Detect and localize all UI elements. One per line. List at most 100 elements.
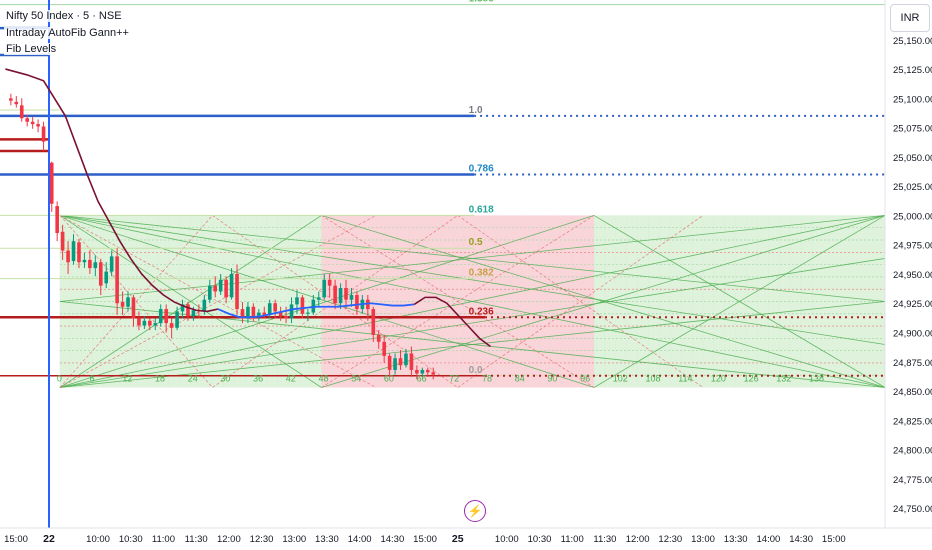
fib-levels-title[interactable]: Fib Levels <box>4 43 59 55</box>
candle <box>202 299 207 312</box>
time-tick-label: 11:00 <box>152 534 175 545</box>
candle <box>55 206 59 233</box>
time-tick-label: 13:30 <box>724 534 748 545</box>
prior-candle <box>36 124 40 127</box>
gann-fan-line <box>59 215 595 388</box>
candle <box>131 297 136 319</box>
candle <box>186 304 190 317</box>
candle <box>382 341 386 356</box>
gann-fan-line <box>59 215 886 345</box>
price-tick-label: 24,850.00 <box>893 387 932 398</box>
time-axis[interactable]: 15:00 22 10:00 10:30 11:00 11:30 12:00 12:30 13:… <box>0 527 932 545</box>
price-tick-label: 25,150.00 <box>893 36 932 47</box>
gann-fan-line <box>59 258 886 388</box>
candle <box>327 279 332 286</box>
candle <box>169 323 174 328</box>
candle <box>376 334 381 342</box>
candle <box>267 303 272 315</box>
gann-fan-dashed-line <box>321 215 595 388</box>
candle <box>218 279 223 292</box>
candle <box>371 309 376 335</box>
gann-count-labels-layer: 0 6 12 18 24 30 36 42 48 54 60 66 72 78 84 90 96 102 108 11… <box>57 374 824 384</box>
price-tick-label: 25,075.00 <box>893 124 932 135</box>
gann-fan-line <box>59 215 886 302</box>
moving-average-blue-segment <box>217 302 415 319</box>
lightning-icon[interactable]: ⚡ <box>464 500 486 522</box>
gann-fan-line <box>593 215 886 388</box>
currency-button[interactable]: INR <box>890 4 930 32</box>
price-tick-label: 25,100.00 <box>893 94 932 105</box>
candle <box>224 279 228 298</box>
fib-level-label: 0.382 <box>469 268 494 279</box>
gann-count-label: 24 <box>188 374 198 384</box>
candle <box>137 318 141 326</box>
candle <box>300 297 305 314</box>
time-tick-label: 14:00 <box>757 534 781 545</box>
candle <box>251 306 256 317</box>
candle <box>98 262 103 286</box>
time-tick-label: 11:00 <box>561 534 584 545</box>
price-axis[interactable]: 25,150.00 25,125.00 25,100.00 25,075.00 25,0… <box>884 0 932 528</box>
moving-average-line <box>5 68 219 313</box>
symbol-title[interactable]: Nifty 50 Index · 5 · NSE <box>4 10 124 22</box>
candle <box>180 304 185 312</box>
gann-count-label: 78 <box>482 374 492 384</box>
candle <box>415 369 419 374</box>
price-tick-label: 25,025.00 <box>893 182 932 193</box>
time-tick-label: 10:00 <box>86 534 110 545</box>
candle <box>262 312 267 315</box>
candle <box>71 241 76 262</box>
time-tick-label: 14:00 <box>348 534 372 545</box>
time-tick-label: 22 <box>43 533 55 545</box>
gann-count-label: 48 <box>319 374 329 384</box>
candle <box>295 297 299 305</box>
fib-level-label: 0.5 <box>469 237 483 248</box>
gann-fan-layer <box>59 215 886 388</box>
candle <box>273 303 277 312</box>
candle <box>393 358 397 370</box>
time-tick-label: 10:30 <box>119 534 143 545</box>
gann-count-label: 12 <box>122 374 132 384</box>
price-tick-label: 25,000.00 <box>893 211 932 222</box>
time-tick-label: 15:00 <box>413 534 437 545</box>
gann-fan-line <box>59 215 886 388</box>
time-tick-label: 10:30 <box>528 534 552 545</box>
gann-count-label: 114 <box>678 374 692 384</box>
candle <box>120 302 125 307</box>
price-tick-label: 24,800.00 <box>893 446 932 457</box>
candle <box>355 295 359 310</box>
time-tick-label: 12:30 <box>658 534 682 545</box>
candle <box>306 312 310 314</box>
time-tick-label: 25 <box>452 533 464 545</box>
prior-candle <box>41 126 46 142</box>
time-tick-label: 15:00 <box>822 534 846 545</box>
candle <box>289 304 294 319</box>
gann-count-label: 36 <box>253 374 263 384</box>
candle <box>191 310 196 317</box>
candle <box>316 297 321 300</box>
prior-candle <box>30 121 35 125</box>
fib-level-label: 0.618 <box>469 204 494 215</box>
gann-count-label: 6 <box>90 374 95 384</box>
prior-candle <box>9 98 13 101</box>
gann-fan-line <box>321 215 886 388</box>
candle <box>153 323 158 326</box>
price-tick-label: 24,875.00 <box>893 358 932 369</box>
gann-count-label: 84 <box>515 374 525 384</box>
candle <box>104 271 109 284</box>
fib-level-label: 0.236 <box>469 306 494 317</box>
price-tick-label: 25,125.00 <box>893 65 932 76</box>
candle <box>349 295 354 300</box>
time-tick-label: 13:00 <box>691 534 715 545</box>
time-tick-label: 13:00 <box>282 534 306 545</box>
candle <box>93 262 98 269</box>
time-tick-label: 10:00 <box>495 534 519 545</box>
indicator-title[interactable]: Intraday AutoFib Gann++ <box>4 27 131 39</box>
fib-level-label: 0.0 <box>469 365 483 376</box>
candle <box>420 369 425 374</box>
candle <box>126 297 130 307</box>
candle <box>82 259 87 263</box>
candle <box>322 279 327 298</box>
moving-average-tail <box>413 296 491 348</box>
